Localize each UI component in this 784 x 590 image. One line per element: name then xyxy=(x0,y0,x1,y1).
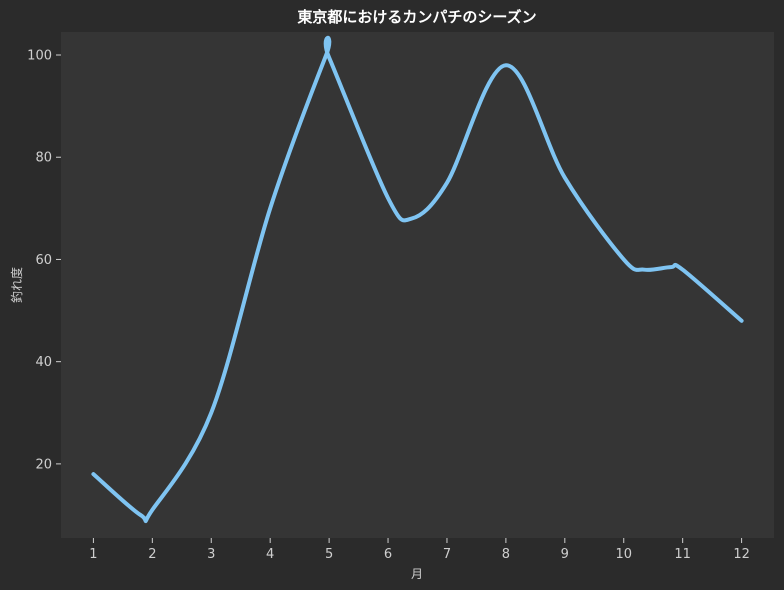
x-axis: 1 2 3 4 5 6 7 8 9 10 11 12 xyxy=(89,538,750,562)
x-tick-label: 4 xyxy=(266,547,274,562)
x-tick-label: 5 xyxy=(325,547,333,562)
x-tick-label: 7 xyxy=(443,547,451,562)
y-axis: 20 40 60 80 100 xyxy=(27,49,61,472)
y-tick-label: 60 xyxy=(35,253,52,268)
chart-title: 東京都におけるカンパチのシーズン xyxy=(297,8,536,26)
x-tick-label: 8 xyxy=(502,547,510,562)
y-tick-label: 40 xyxy=(35,355,52,370)
y-tick-label: 80 xyxy=(35,151,52,166)
x-tick-label: 2 xyxy=(148,547,156,562)
x-tick-label: 3 xyxy=(207,547,215,562)
y-tick-label: 100 xyxy=(27,49,52,64)
x-tick-label: 9 xyxy=(561,547,569,562)
x-tick-label: 10 xyxy=(615,547,632,562)
y-tick-label: 20 xyxy=(35,457,52,472)
y-axis-label: 釣れ度 xyxy=(9,267,24,303)
x-tick-label: 11 xyxy=(674,547,691,562)
x-tick-label: 12 xyxy=(733,547,750,562)
plot-area xyxy=(61,32,774,538)
x-axis-label: 月 xyxy=(411,567,423,581)
x-tick-label: 1 xyxy=(89,547,97,562)
series-line xyxy=(91,35,744,524)
x-tick-label: 6 xyxy=(384,547,392,562)
